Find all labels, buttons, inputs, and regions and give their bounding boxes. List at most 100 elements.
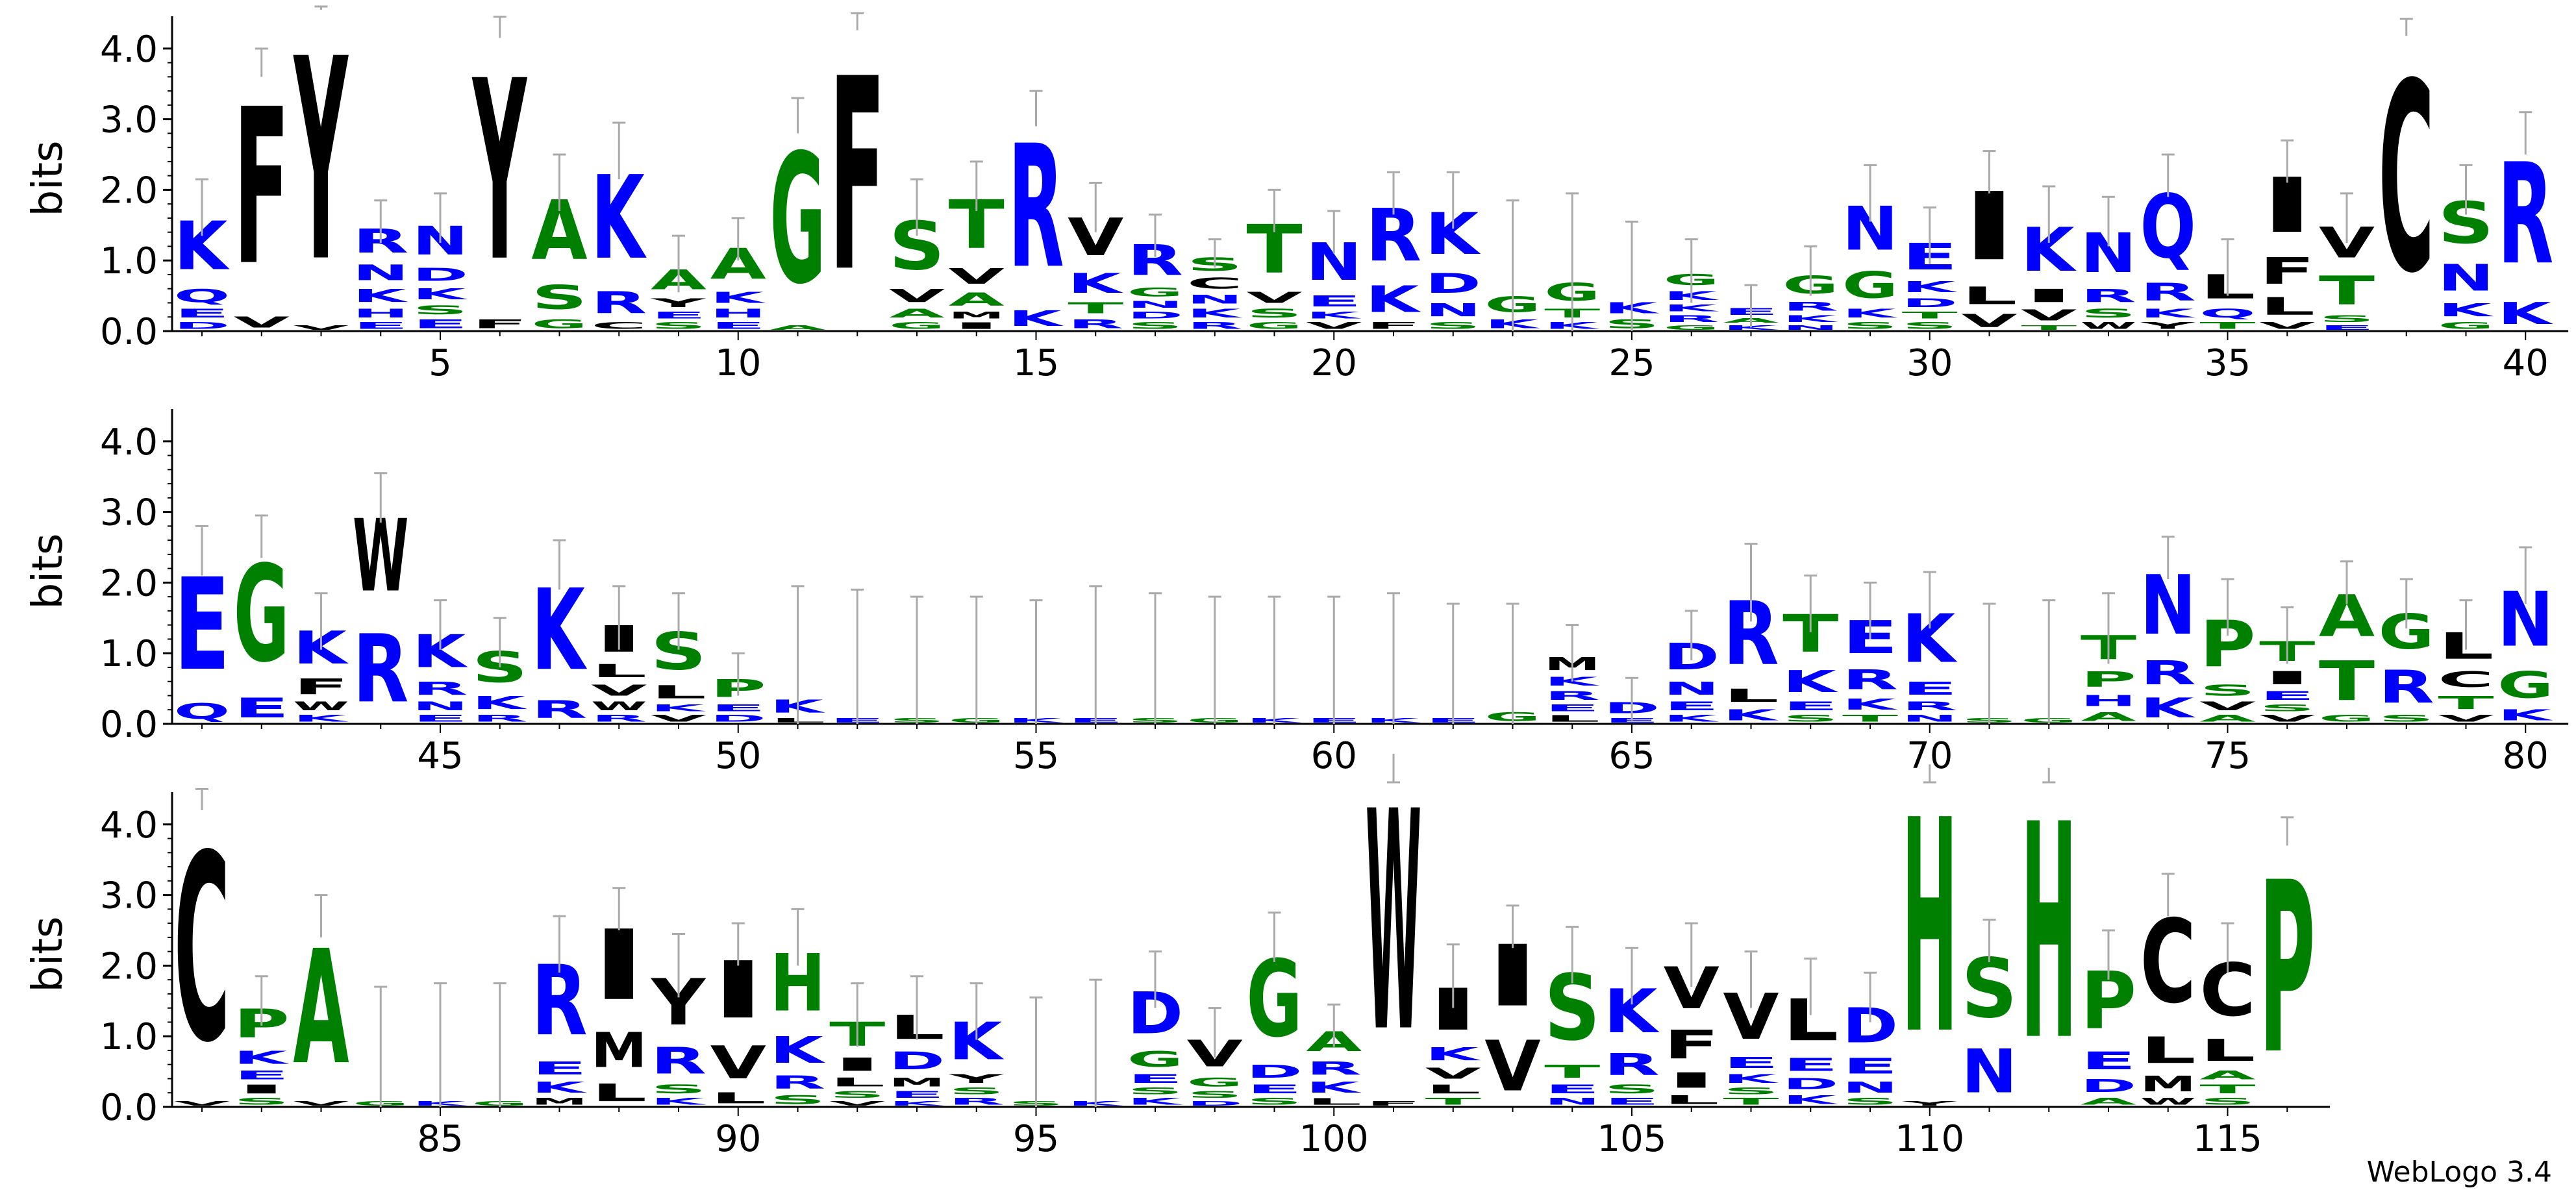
letter-M: M (591, 1023, 647, 1079)
x-tick-label: 15 (1013, 342, 1059, 384)
letter-G: G (234, 538, 290, 692)
letter-G: G (2319, 713, 2375, 724)
letter-G: G (769, 116, 825, 323)
letter-S: S (651, 1082, 707, 1097)
position-53: S (889, 595, 945, 724)
letter-T: T (1723, 1097, 1779, 1107)
letter-E: E (1782, 1054, 1838, 1075)
letter-L: L (2199, 1033, 2255, 1068)
letter-D: D (1127, 310, 1183, 321)
letter-R: R (769, 1072, 825, 1093)
letter-Y: Y (471, 29, 527, 317)
y-axis-label: bits (24, 534, 72, 610)
letter-K: K (889, 1100, 945, 1107)
letter-L: L (591, 1079, 647, 1107)
x-tick-label: 85 (417, 1118, 463, 1160)
y-tick-label: 3.0 (100, 875, 158, 917)
position-96: K (1068, 978, 1123, 1107)
letter-Y: Y (948, 1072, 1005, 1085)
x-tick-label: 40 (2503, 342, 2549, 384)
letter-K: K (1187, 306, 1243, 321)
y-tick-label: 2.0 (100, 562, 158, 604)
letter-V: V (949, 264, 1005, 289)
x-tick-label: 45 (417, 735, 463, 777)
letter-K: K (2140, 306, 2196, 321)
x-tick-label: 90 (715, 1118, 761, 1160)
letter-V: V (293, 324, 349, 331)
position-95: S (1008, 996, 1064, 1107)
letter-Q: Q (2199, 306, 2255, 321)
letter-E: E (710, 321, 766, 331)
letter-I: I (1664, 1068, 1719, 1093)
letter-S: S (2259, 703, 2315, 713)
letter-E: E (1664, 699, 1719, 713)
letter-N: N (412, 699, 468, 713)
letter-D: D (889, 1047, 945, 1075)
letter-K: K (651, 702, 707, 713)
letter-E: E (651, 310, 707, 321)
y-tick-label: 4.0 (100, 804, 158, 847)
letter-G: G (2438, 321, 2494, 331)
letter-V: V (1961, 310, 2017, 331)
letter-R: R (591, 713, 647, 724)
position-27: KAE (1723, 284, 1779, 331)
position-8: CRK (591, 121, 647, 331)
letter-R: R (2379, 660, 2434, 713)
position-50: DEP (710, 652, 766, 724)
position-42: EG (234, 514, 290, 724)
letter-E: E (174, 306, 230, 321)
letter-D: D (1782, 1075, 1838, 1093)
letter-R: R (412, 678, 468, 699)
letter-N: N (1842, 1079, 1898, 1097)
x-tick-label: 60 (1311, 735, 1357, 777)
position-46: RKS (472, 617, 528, 724)
letter-N: N (1544, 1097, 1600, 1107)
x-tick-label: 35 (2205, 342, 2251, 384)
letter-E: E (1842, 1054, 1898, 1078)
letter-N: N (1127, 299, 1183, 310)
letter-E: E (1782, 699, 1838, 713)
letter-D: D (710, 713, 766, 724)
x-tick-label: 75 (2205, 735, 2251, 777)
letter-P: P (2259, 832, 2315, 1106)
letter-M: M (949, 310, 1005, 320)
letter-K: K (293, 713, 349, 724)
letter-S: S (1723, 1086, 1779, 1097)
letter-S: S (1604, 1082, 1660, 1097)
y-tick-label: 1.0 (100, 240, 158, 282)
letter-S: S (531, 279, 587, 317)
letter-M: M (2140, 1072, 2196, 1097)
position-85: K (412, 982, 468, 1107)
letter-E: E (412, 317, 468, 331)
position-58: G (1187, 595, 1243, 724)
letter-V: V (1306, 321, 1362, 331)
letter-N: N (1961, 1037, 2017, 1107)
position-101: FW (1366, 748, 1421, 1107)
letter-W: W (2081, 321, 2136, 331)
letter-R: R (2081, 286, 2136, 306)
letter-R: R (1544, 689, 1600, 703)
letter-S: S (1187, 1089, 1243, 1100)
letter-W: W (293, 699, 349, 713)
y-tick-label: 0.0 (100, 704, 158, 746)
letter-P: P (2081, 667, 2136, 692)
letter-R: R (2140, 279, 2196, 306)
letter-G: G (1246, 321, 1302, 331)
letter-K: K (1842, 306, 1898, 321)
position-88: LMI (591, 887, 647, 1107)
letter-V: V (2259, 321, 2316, 331)
position-7: GSA (531, 153, 588, 331)
credit-label: WebLogo 3.4 (2367, 1156, 2552, 1189)
